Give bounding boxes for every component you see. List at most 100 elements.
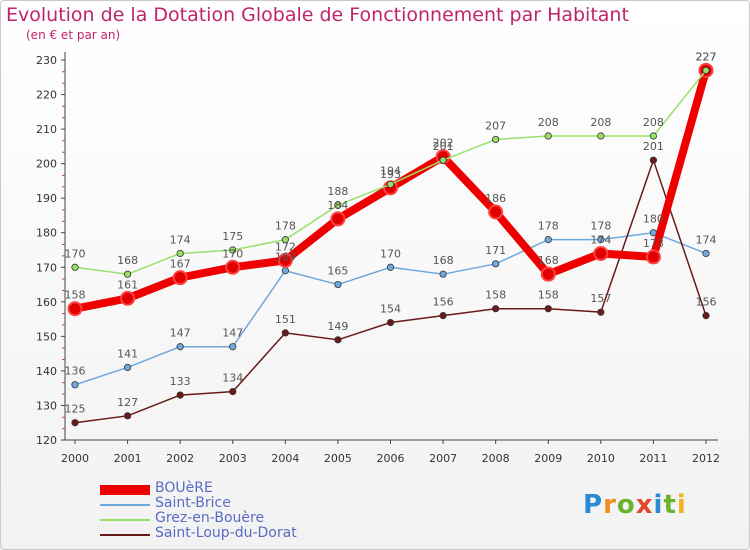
data-point — [123, 412, 132, 420]
data-point — [544, 305, 552, 313]
y-tick-label: 220 — [36, 89, 57, 102]
data-label: 170 — [65, 247, 86, 260]
data-label: 207 — [485, 119, 506, 132]
data-point — [386, 318, 395, 327]
chart-axes: 120 130 140 150 160 170 180 190 200 210 220 230 2000… — [36, 52, 720, 465]
data-label: 149 — [327, 320, 348, 333]
data-label: 227 — [696, 50, 717, 63]
data-label: 208 — [590, 116, 611, 129]
data-label: 156 — [433, 296, 454, 309]
data-label: 168 — [117, 254, 138, 267]
data-point — [71, 419, 79, 427]
data-point — [229, 246, 237, 254]
data-point — [225, 259, 241, 275]
data-point — [281, 329, 289, 337]
legend-swatch — [100, 518, 150, 521]
y-tick-label: 150 — [36, 330, 57, 343]
y-tick-label: 120 — [36, 434, 57, 447]
data-label: 172 — [275, 240, 296, 253]
data-point — [439, 312, 447, 320]
data-point — [492, 305, 500, 313]
data-point — [702, 66, 710, 74]
data-label: 134 — [222, 372, 243, 385]
data-point — [439, 156, 447, 164]
data-label: 141 — [117, 347, 138, 360]
x-tick-label: 2007 — [429, 452, 457, 465]
data-label: 165 — [327, 265, 348, 278]
data-point — [386, 263, 395, 271]
data-point — [597, 308, 605, 316]
data-point — [488, 204, 504, 220]
data-label: 201 — [643, 140, 664, 153]
legend-label: Saint-Brice — [155, 495, 231, 511]
data-point — [544, 132, 552, 140]
x-tick-label: 2011 — [639, 452, 667, 465]
data-label: 168 — [433, 254, 454, 267]
data-point — [67, 301, 83, 317]
data-point — [597, 132, 605, 140]
x-tick-label: 2004 — [271, 452, 299, 465]
logo-letter: P — [583, 490, 604, 520]
data-point — [439, 270, 447, 278]
y-tick-label: 170 — [36, 261, 57, 274]
data-point — [277, 252, 293, 268]
legend-label: Saint-Loup-du-Dorat — [155, 525, 297, 541]
data-point — [492, 260, 500, 268]
legend-label: BOUèRE — [155, 480, 213, 496]
x-tick-label: 2008 — [482, 452, 510, 465]
data-label: 147 — [222, 327, 243, 340]
data-point — [281, 267, 289, 275]
data-label: 178 — [538, 220, 559, 233]
data-label: 151 — [275, 313, 296, 326]
data-label: 161 — [117, 278, 138, 291]
data-label: 193 — [380, 168, 401, 181]
data-label: 208 — [538, 116, 559, 129]
data-label: 154 — [380, 303, 401, 316]
data-label: 157 — [590, 292, 611, 305]
x-tick-label: 2001 — [114, 452, 142, 465]
data-label: 178 — [590, 220, 611, 233]
data-point — [71, 381, 79, 389]
y-tick-label: 140 — [36, 365, 57, 378]
logo-letter: r — [603, 490, 617, 520]
data-label: 188 — [327, 185, 348, 198]
x-tick-label: 2012 — [692, 452, 720, 465]
data-point — [229, 343, 237, 351]
data-point — [649, 156, 658, 164]
data-label: 158 — [538, 289, 559, 302]
data-point — [492, 135, 500, 144]
data-label: 201 — [433, 140, 454, 153]
data-label: 174 — [170, 233, 191, 246]
legend-label: Grez-en-Bouère — [155, 510, 265, 526]
data-label: 168 — [538, 254, 559, 267]
logo-letter: o — [616, 490, 636, 520]
data-point — [386, 180, 395, 188]
logo-letter: t — [663, 490, 677, 520]
x-tick-label: 2000 — [61, 452, 89, 465]
y-tick-label: 180 — [36, 227, 57, 240]
x-tick-label: 2009 — [534, 452, 562, 465]
data-label: 167 — [170, 258, 191, 271]
chart-title: Evolution de la Dotation Globale de Fonc… — [6, 4, 629, 26]
data-point — [702, 312, 710, 320]
chart-data-labels: 158 161 167 170 172 184 193 202 186 168 174 173 227 1… — [65, 50, 717, 415]
legend-swatch — [100, 533, 150, 536]
y-tick-label: 230 — [36, 54, 57, 67]
data-label: 170 — [222, 247, 243, 260]
data-point — [281, 236, 289, 244]
data-label: 133 — [170, 375, 191, 388]
logo-letter: i — [653, 490, 664, 520]
data-label: 136 — [65, 365, 86, 378]
data-label: 184 — [327, 199, 348, 212]
data-point — [123, 270, 132, 278]
data-label: 180 — [643, 213, 664, 226]
chart-subtitle: (en € et par an) — [26, 28, 121, 42]
data-label: 125 — [65, 403, 86, 416]
x-tick-label: 2010 — [587, 452, 615, 465]
data-label: 173 — [643, 237, 664, 250]
data-point — [330, 211, 346, 227]
x-tick-label: 2003 — [219, 452, 247, 465]
data-point — [120, 290, 136, 306]
proxiti-logo: Proxiti — [583, 490, 687, 520]
data-label: 178 — [275, 220, 296, 233]
